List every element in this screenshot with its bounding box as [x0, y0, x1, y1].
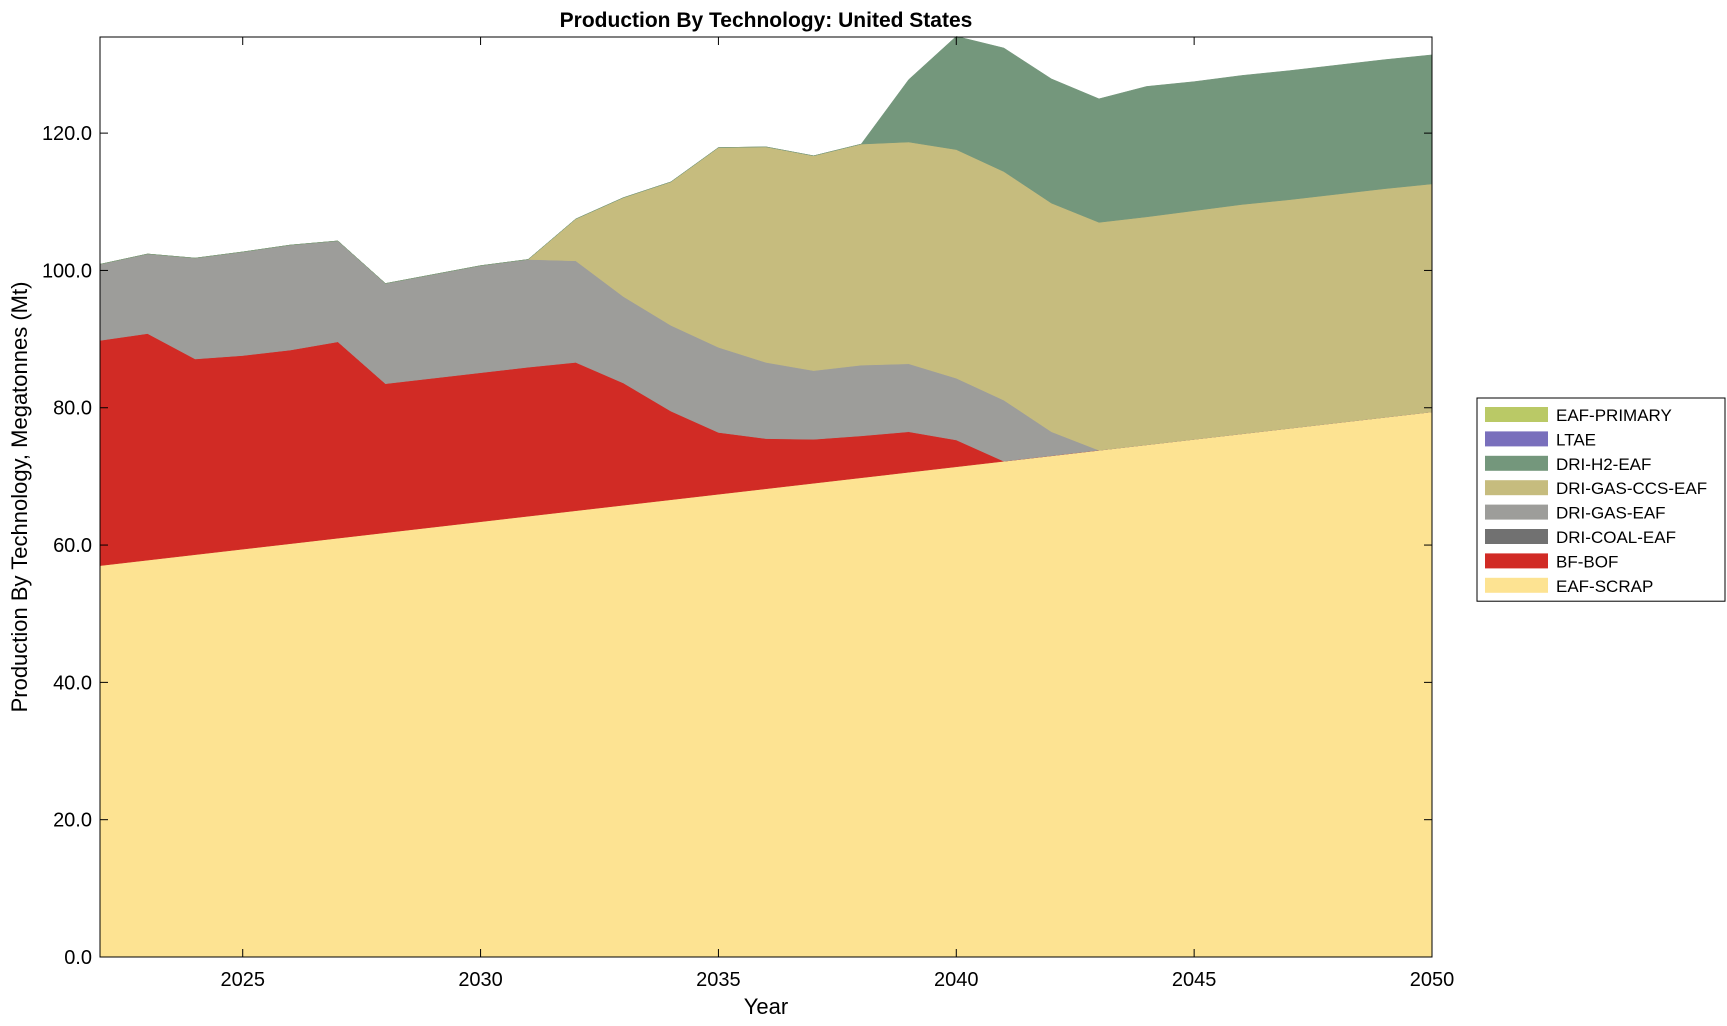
- x-tick-label: 2025: [220, 969, 265, 991]
- x-tick-label: 2035: [696, 969, 741, 991]
- legend-swatch-dri-h2-eaf: [1485, 455, 1548, 471]
- plot-frame: [99, 36, 1433, 958]
- x-axis-title: Year: [744, 994, 788, 1019]
- legend-swatch-dri-coal-eaf: [1485, 529, 1548, 544]
- y-tick-label: 120.0: [42, 123, 92, 145]
- legend-label-bf-bof: BF-BOF: [1556, 552, 1618, 571]
- legend-swatch-eaf-primary: [1485, 407, 1548, 422]
- x-tick-label: 2045: [1172, 969, 1217, 991]
- x-tick-label: 2030: [458, 969, 503, 991]
- legend-swatch-ltae: [1485, 431, 1548, 447]
- y-tick-label: 80.0: [53, 398, 92, 420]
- legend-label-ltae: LTAE: [1556, 430, 1596, 449]
- x-tick-label: 2040: [934, 969, 979, 991]
- x-tick-label: 2050: [1410, 969, 1455, 991]
- legend-label-dri-gas-ccs-eaf: DRI-GAS-CCS-EAF: [1556, 479, 1707, 498]
- chart-title: Production By Technology: United States: [560, 9, 973, 32]
- legend-label-eaf-scrap: EAF-SCRAP: [1556, 577, 1653, 596]
- ticks-layer: 2025 2030 2035 2040 2045 2050 0.0 20.0 40.0 60.0 8…: [42, 37, 1454, 991]
- y-axis-title: Production By Technology, Megatonnes (Mt…: [7, 282, 32, 713]
- legend-label-eaf-primary: EAF-PRIMARY: [1556, 406, 1672, 425]
- y-tick-label: 20.0: [53, 810, 92, 832]
- legend-label-dri-coal-eaf: DRI-COAL-EAF: [1556, 528, 1676, 547]
- legend-label-dri-gas-eaf: DRI-GAS-EAF: [1556, 504, 1666, 523]
- legend-label-dri-h2-eaf: DRI-H2-EAF: [1556, 455, 1651, 474]
- legend: EAF-PRIMARY LTAE DRI-H2-EAF DRI-GAS-CCS-EAF…: [1476, 397, 1726, 602]
- y-tick-label: 0.0: [64, 947, 92, 969]
- legend-swatch-dri-gas-eaf: [1485, 504, 1548, 520]
- legend-swatch-dri-gas-ccs-eaf: [1485, 480, 1548, 496]
- y-tick-label: 100.0: [42, 260, 92, 282]
- legend-swatch-eaf-scrap: [1485, 577, 1548, 593]
- legend-swatch-bf-bof: [1485, 553, 1548, 569]
- y-tick-label: 40.0: [53, 672, 92, 694]
- y-tick-label: 60.0: [53, 535, 92, 557]
- areas-layer: [99, 36, 1433, 958]
